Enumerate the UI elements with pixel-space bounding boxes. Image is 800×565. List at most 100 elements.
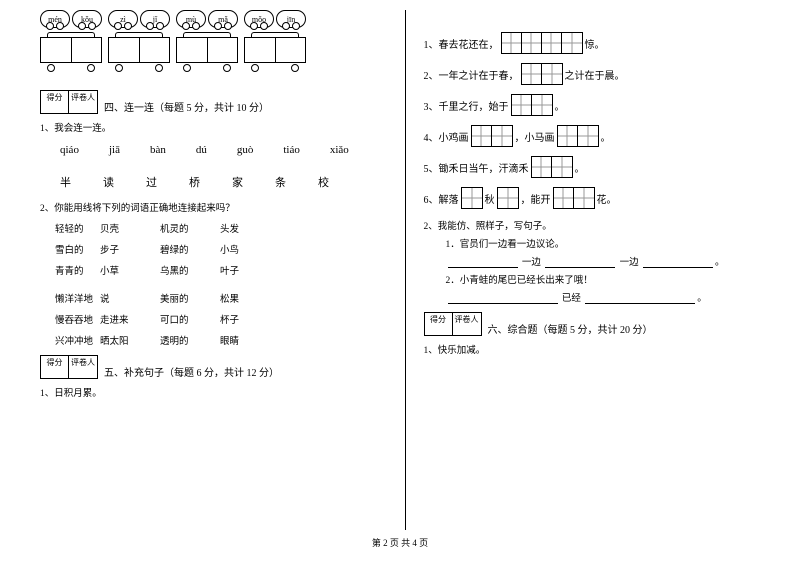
cloud: mén [40, 10, 70, 28]
match-cell: 说 [100, 291, 160, 305]
grader-label: 评卷人 [453, 313, 481, 335]
blank-line: 已经 。 [446, 290, 771, 304]
score-box: 得分 评卷人 [40, 355, 98, 379]
table-row: 青青的 小草 乌黑的 叶子 [40, 263, 387, 277]
fill-line: 3、千里之行，始于 。 [424, 94, 771, 116]
match-cell: 透明的 [160, 333, 220, 347]
section-title: 六、综合题（每题 5 分，共计 20 分） [488, 321, 653, 336]
line-text: ，能开 [521, 191, 551, 206]
match-cell: 轻轻的 [40, 221, 100, 235]
fill-line: 4、小鸡画 ，小马画 。 [424, 125, 771, 147]
char-item: 桥 [189, 174, 202, 190]
line-text: 之计在于晨。 [565, 67, 625, 82]
tianzige-grid [557, 125, 599, 147]
match-table-a: 轻轻的 贝壳 机灵的 头发 雪白的 步子 碧绿的 小鸟 青青的 小草 乌黑的 叶… [40, 221, 387, 277]
pinyin-cloud-row: mén kǒu zì jǐ mù mǎ mǒo jīn [40, 10, 387, 28]
score-label: 得分 [41, 356, 69, 378]
score-label: 得分 [41, 91, 69, 113]
match-cell: 松果 [220, 291, 280, 305]
match-cell: 美丽的 [160, 291, 220, 305]
tianzige-grid [511, 94, 553, 116]
char-item: 家 [232, 174, 245, 190]
match-cell: 乌黑的 [160, 263, 220, 277]
bus-box [40, 32, 102, 72]
char-item: 读 [103, 174, 116, 190]
match-cell: 贝壳 [100, 221, 160, 235]
bus-row [40, 32, 387, 72]
page-container: mén kǒu zì jǐ mù mǎ mǒo jīn [0, 0, 800, 530]
match-table-b: 懒洋洋地 说 美丽的 松果 慢吞吞地 走进来 可口的 杯子 兴冲冲地 晒太阳 透… [40, 291, 387, 347]
bus-box [244, 32, 306, 72]
cloud: mǎ [208, 10, 238, 28]
tianzige-grid [531, 156, 573, 178]
cloud: mǒo [244, 10, 274, 28]
cloud: mù [176, 10, 206, 28]
pinyin-item: dú [196, 144, 207, 156]
match-cell: 小鸟 [220, 242, 280, 256]
grader-label: 评卷人 [69, 91, 97, 113]
line-text: 5、锄禾日当午，汗滴禾 [424, 160, 529, 175]
pinyin-item: qiáo [60, 144, 79, 156]
match-cell: 叶子 [220, 263, 280, 277]
cloud: jǐ [140, 10, 170, 28]
section-title: 五、补充句子（每题 6 分，共计 12 分） [104, 364, 279, 379]
tianzige-grid [461, 187, 483, 209]
match-cell: 碧绿的 [160, 242, 220, 256]
tianzige-grid [501, 32, 583, 54]
cloud-pair: mén kǒu [40, 10, 102, 28]
cloud-pair: zì jǐ [108, 10, 170, 28]
line-text: 2、一年之计在于春， [424, 67, 519, 82]
match-cell: 步子 [100, 242, 160, 256]
cloud: jīn [276, 10, 306, 28]
question-text: 1、快乐加减。 [424, 342, 771, 356]
match-cell: 眼睛 [220, 333, 280, 347]
pinyin-item: bàn [150, 144, 166, 156]
cloud: zì [108, 10, 138, 28]
match-cell: 杯子 [220, 312, 280, 326]
match-cell: 青青的 [40, 263, 100, 277]
line-text: 。 [601, 129, 611, 144]
cloud: kǒu [72, 10, 102, 28]
pinyin-item: tiáo [283, 144, 300, 156]
char-item: 校 [318, 174, 331, 190]
line-text: 花。 [597, 191, 617, 206]
blank-label: 一边 [522, 258, 541, 268]
example-sentence: 1．官员们一边看一边议论。 [446, 236, 771, 250]
table-row: 懒洋洋地 说 美丽的 松果 [40, 291, 387, 305]
char-row: 半 读 过 桥 家 条 校 [40, 174, 387, 190]
question-text: 1、我会连一连。 [40, 120, 387, 134]
example-sentence: 2．小青蛙的尾巴已经长出来了哦！ [446, 272, 771, 286]
char-item: 过 [146, 174, 159, 190]
score-label: 得分 [425, 313, 453, 335]
cloud-pair: mù mǎ [176, 10, 238, 28]
fill-line: 6、解落 秋 ，能开 花。 [424, 187, 771, 209]
grader-label: 评卷人 [69, 356, 97, 378]
pinyin-item: jiā [109, 144, 120, 156]
match-cell: 兴冲冲地 [40, 333, 100, 347]
match-cell: 晒太阳 [100, 333, 160, 347]
cloud-pair: mǒo jīn [244, 10, 306, 28]
left-column: mén kǒu zì jǐ mù mǎ mǒo jīn [40, 10, 405, 530]
line-text: 3、千里之行，始于 [424, 98, 509, 113]
right-column: 1、春去花还在， 惊。 2、一年之计在于春， 之计在于晨。 3、千里之行，始于 … [405, 10, 771, 530]
match-cell: 雪白的 [40, 242, 100, 256]
match-cell: 慢吞吞地 [40, 312, 100, 326]
line-text: 6、解落 [424, 191, 459, 206]
match-cell: 小草 [100, 263, 160, 277]
line-text: 1、春去花还在， [424, 36, 499, 51]
match-cell: 头发 [220, 221, 280, 235]
table-row: 雪白的 步子 碧绿的 小鸟 [40, 242, 387, 256]
match-cell: 可口的 [160, 312, 220, 326]
line-text: 4、小鸡画 [424, 129, 469, 144]
pinyin-row: qiáo jiā bàn dú guò tiáo xiǎo [40, 144, 387, 156]
line-text: ，小马画 [515, 129, 555, 144]
question-text: 1、日积月累。 [40, 385, 387, 399]
table-row: 慢吞吞地 走进来 可口的 杯子 [40, 312, 387, 326]
tianzige-grid [471, 125, 513, 147]
question-text: 2、我能仿、照样子，写句子。 [424, 218, 771, 232]
pinyin-item: guò [237, 144, 254, 156]
blank-line: 一边 一边 。 [446, 254, 771, 268]
blank-label: 一边 [620, 258, 639, 268]
match-cell: 走进来 [100, 312, 160, 326]
table-row: 兴冲冲地 晒太阳 透明的 眼睛 [40, 333, 387, 347]
